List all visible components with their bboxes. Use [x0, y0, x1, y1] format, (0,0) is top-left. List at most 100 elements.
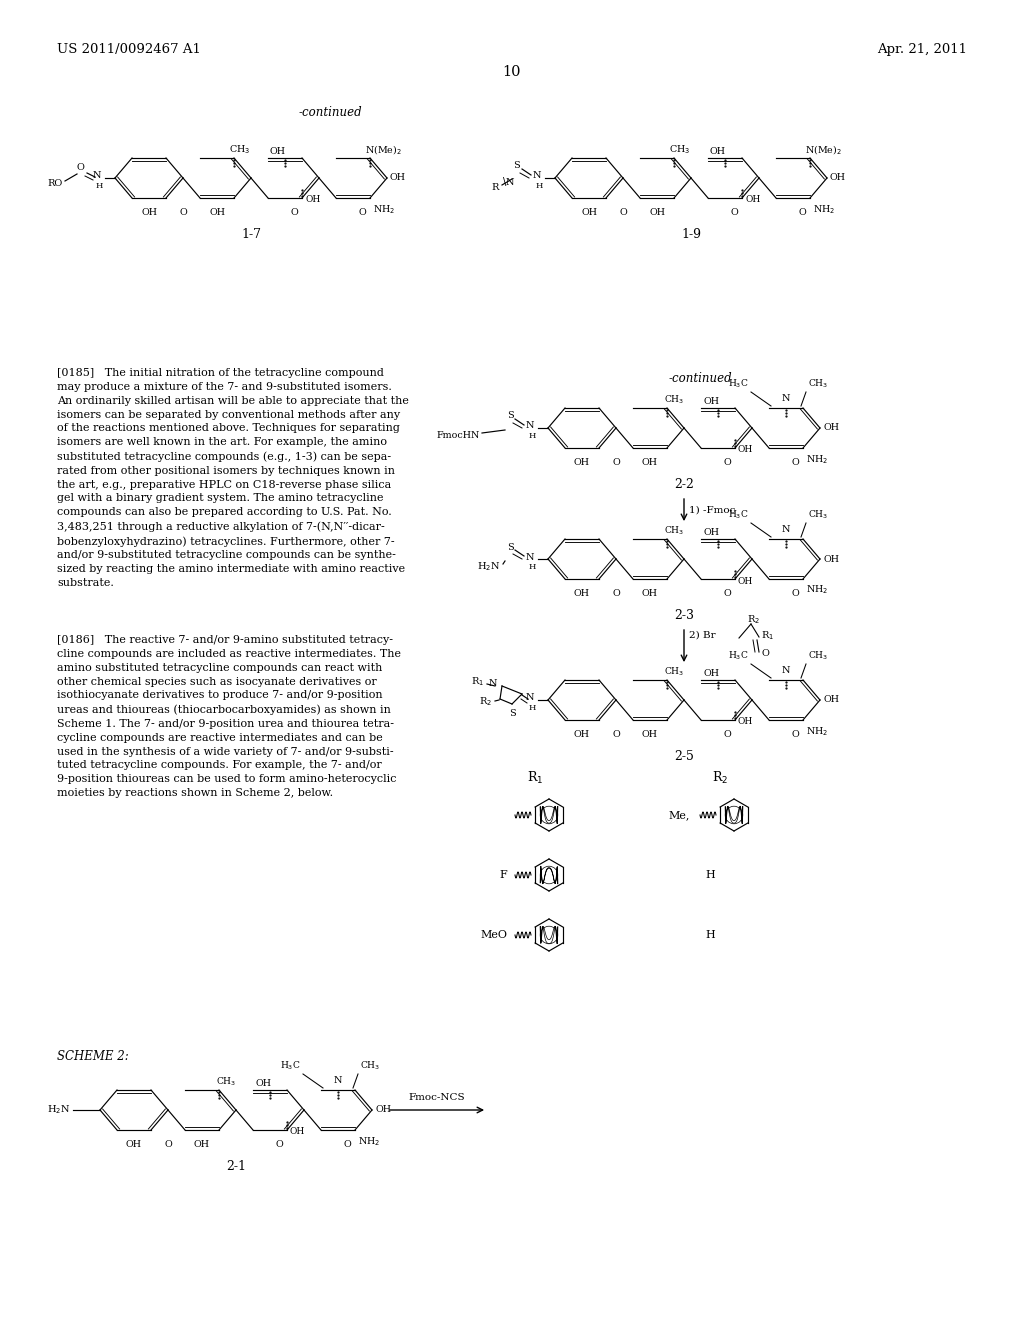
- Text: H: H: [95, 182, 102, 190]
- Text: FmocHN: FmocHN: [436, 432, 480, 441]
- Text: S: S: [509, 709, 515, 718]
- Text: 10: 10: [503, 65, 521, 79]
- Text: O: O: [792, 589, 799, 598]
- Text: O: O: [612, 730, 620, 739]
- Text: S: S: [507, 543, 513, 552]
- Text: NH$_2$: NH$_2$: [806, 453, 828, 466]
- Text: 2-3: 2-3: [674, 609, 694, 622]
- Text: O: O: [798, 209, 806, 216]
- Text: Apr. 21, 2011: Apr. 21, 2011: [877, 44, 967, 57]
- Text: O: O: [164, 1140, 172, 1148]
- Text: OH: OH: [642, 589, 658, 598]
- Text: CH$_3$: CH$_3$: [664, 524, 684, 537]
- Text: OH: OH: [710, 147, 726, 156]
- Text: N: N: [334, 1076, 342, 1085]
- Text: Fmoc-NCS: Fmoc-NCS: [409, 1093, 465, 1102]
- Text: OH: OH: [574, 589, 590, 598]
- Text: 2-2: 2-2: [674, 478, 694, 491]
- Text: F: F: [500, 870, 507, 880]
- Text: OH: OH: [574, 458, 590, 467]
- Text: [0186]   The reactive 7- and/or 9-amino substituted tetracy-
cline compounds are: [0186] The reactive 7- and/or 9-amino su…: [57, 635, 401, 799]
- Text: OH: OH: [649, 209, 665, 216]
- Text: OH: OH: [703, 397, 719, 407]
- Text: OH: OH: [305, 195, 321, 205]
- Text: OH: OH: [375, 1106, 391, 1114]
- Text: O: O: [358, 209, 366, 216]
- Text: 2-1: 2-1: [226, 1160, 246, 1173]
- Text: H$_3$C: H$_3$C: [281, 1060, 301, 1072]
- Text: OH: OH: [255, 1078, 271, 1088]
- Text: RO: RO: [48, 178, 63, 187]
- Text: H$_3$C: H$_3$C: [728, 508, 749, 521]
- Text: H: H: [536, 182, 543, 190]
- Text: NH$_2$: NH$_2$: [358, 1135, 380, 1147]
- Text: OH: OH: [703, 528, 719, 537]
- Text: CH$_3$: CH$_3$: [664, 393, 684, 407]
- Text: US 2011/0092467 A1: US 2011/0092467 A1: [57, 44, 201, 57]
- Text: O: O: [723, 458, 731, 467]
- Text: OH: OH: [574, 730, 590, 739]
- Text: OH: OH: [738, 446, 754, 454]
- Text: H$_3$C: H$_3$C: [728, 649, 749, 663]
- Text: OH: OH: [745, 195, 760, 205]
- Text: R$_1$: R$_1$: [761, 630, 774, 643]
- Text: OH: OH: [738, 577, 754, 586]
- Text: NH$_2$: NH$_2$: [806, 583, 828, 597]
- Text: O: O: [723, 730, 731, 739]
- Text: O: O: [620, 209, 627, 216]
- Text: -continued: -continued: [298, 107, 361, 120]
- Text: OH: OH: [642, 458, 658, 467]
- Text: OH: OH: [194, 1140, 210, 1148]
- Text: H: H: [705, 870, 715, 880]
- Text: R$_2$: R$_2$: [746, 614, 760, 627]
- Text: O: O: [761, 649, 769, 659]
- Text: OH: OH: [270, 147, 286, 156]
- Text: OH: OH: [830, 173, 846, 182]
- Text: O: O: [290, 209, 298, 216]
- Text: 2-5: 2-5: [674, 750, 694, 763]
- Text: CH$_3$: CH$_3$: [229, 144, 250, 156]
- Text: 1-9: 1-9: [681, 228, 701, 242]
- Text: MeO: MeO: [480, 931, 507, 940]
- Text: SCHEME 2:: SCHEME 2:: [57, 1049, 129, 1063]
- Text: 1) -Fmoc: 1) -Fmoc: [689, 506, 735, 515]
- Text: 1-7: 1-7: [241, 228, 261, 242]
- Text: Me,: Me,: [669, 810, 690, 820]
- Text: OH: OH: [581, 209, 597, 216]
- Text: H: H: [528, 704, 536, 711]
- Text: H: H: [705, 931, 715, 940]
- Text: N: N: [781, 525, 791, 535]
- Text: O: O: [76, 164, 84, 173]
- Text: OH: OH: [209, 209, 225, 216]
- Text: NH$_2$: NH$_2$: [806, 725, 828, 738]
- Text: O: O: [612, 589, 620, 598]
- Text: O: O: [792, 730, 799, 739]
- Text: OH: OH: [126, 1140, 142, 1148]
- Text: -continued: -continued: [669, 371, 732, 384]
- Text: N: N: [93, 172, 101, 181]
- Text: O: O: [730, 209, 738, 216]
- Text: R$_1$: R$_1$: [527, 770, 543, 787]
- Text: H$_3$C: H$_3$C: [728, 378, 749, 389]
- Text: O: O: [792, 458, 799, 467]
- Text: R$_1$: R$_1$: [471, 676, 484, 689]
- Text: N: N: [781, 667, 791, 675]
- Text: N(Me)$_2$: N(Me)$_2$: [365, 143, 401, 156]
- Text: OH: OH: [823, 696, 839, 705]
- Text: OH: OH: [642, 730, 658, 739]
- Text: CH$_3$: CH$_3$: [669, 144, 690, 156]
- Text: O: O: [343, 1140, 351, 1148]
- Text: OH: OH: [703, 669, 719, 678]
- Text: OH: OH: [823, 554, 839, 564]
- Text: CH$_3$: CH$_3$: [808, 649, 828, 663]
- Text: OH: OH: [290, 1127, 305, 1137]
- Text: NH$_2$: NH$_2$: [813, 203, 836, 215]
- Text: 2) Br: 2) Br: [689, 631, 716, 639]
- Text: OH: OH: [141, 209, 157, 216]
- Text: CH$_3$: CH$_3$: [664, 665, 684, 678]
- Text: R$_2$: R$_2$: [712, 770, 728, 787]
- Text: S: S: [507, 412, 513, 421]
- Text: O: O: [723, 589, 731, 598]
- Text: O: O: [275, 1140, 283, 1148]
- Text: O: O: [612, 458, 620, 467]
